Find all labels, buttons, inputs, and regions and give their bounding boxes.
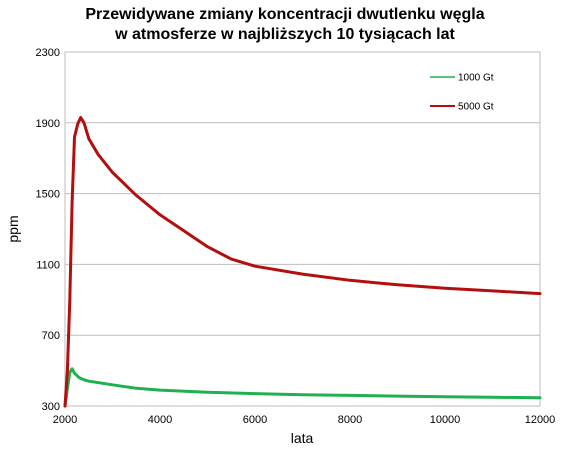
legend-label-2: 5000 Gt: [458, 102, 494, 113]
series-group: [63, 116, 542, 408]
x-tick-label: 2000: [53, 414, 77, 426]
x-tick-label: 4000: [148, 414, 172, 426]
x-tick-label: 6000: [243, 414, 267, 426]
legend: 1000 Gt 5000 Gt: [430, 73, 494, 113]
chart-title-line-2: w atmosferze w najbliższych 10 tysiącach…: [115, 26, 455, 43]
y-tick-label: 300: [42, 401, 60, 413]
y-axis-label: ppm: [5, 215, 21, 242]
x-tick-label: 10000: [430, 414, 461, 426]
gridlines: [65, 122, 540, 336]
y-tick-label: 1900: [36, 118, 60, 130]
y-tick-label: 1500: [36, 189, 60, 201]
y-tick-label: 1100: [36, 259, 60, 271]
y-axis-ticks: 300 700 1100 1500 1900 2300: [36, 47, 60, 413]
x-axis-ticks: 2000 4000 6000 8000 10000 12000: [53, 414, 556, 426]
chart-title-line-1: Przewidywane zmiany koncentracji dwutlen…: [85, 6, 485, 23]
plot-area-border: [64, 51, 541, 407]
x-tick-label: 12000: [525, 414, 556, 426]
x-axis-label: lata: [291, 430, 314, 446]
series-line-1: [63, 367, 542, 408]
chart-title: Przewidywane zmiany koncentracji dwutlen…: [0, 5, 570, 45]
y-tick-label: 700: [42, 330, 60, 342]
series-line-2: [63, 116, 542, 408]
y-tick-label: 2300: [36, 47, 60, 59]
legend-label-1: 1000 Gt: [458, 73, 494, 84]
x-tick-label: 8000: [338, 414, 362, 426]
